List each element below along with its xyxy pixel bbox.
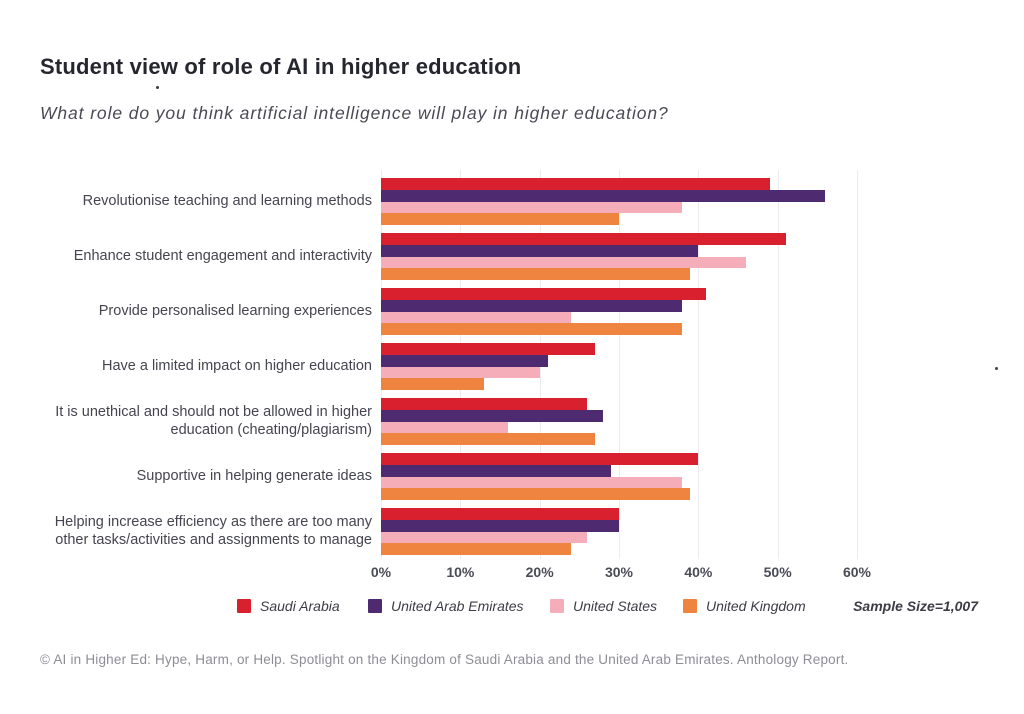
category-label: Helping increase efficiency as there are…: [54, 514, 372, 548]
source-attribution: © AI in Higher Ed: Hype, Harm, or Help. …: [40, 652, 849, 667]
x-axis-tick-label: 10%: [446, 564, 475, 580]
bar-united-states: [381, 201, 683, 214]
bar-united-arab-emirates: [381, 354, 548, 367]
bar-saudi-arabia: [381, 398, 588, 410]
plot-area: [381, 170, 858, 559]
legend-label: United Arab Emirates: [391, 598, 524, 614]
bar-united-states: [381, 256, 746, 269]
bar-united-kingdom: [381, 543, 572, 555]
stray-dot-under-title: [156, 86, 159, 89]
gridline-30%: [619, 170, 620, 559]
bar-group-7: [381, 508, 857, 555]
bar-united-states: [381, 366, 540, 379]
legend-swatch-united-arab-emirates: [368, 599, 382, 613]
bar-united-arab-emirates: [381, 299, 683, 312]
legend-label: United States: [573, 598, 658, 614]
bar-united-states: [381, 421, 508, 434]
bar-group-1: [381, 178, 857, 225]
x-axis-tick-label: 0%: [370, 564, 392, 580]
category-label: Provide personalised learning experience…: [98, 302, 372, 319]
bar-united-arab-emirates: [381, 409, 604, 422]
category-label: It is unethical and should not be allowe…: [55, 404, 372, 438]
bar-united-arab-emirates: [381, 244, 699, 257]
gridline-40%: [698, 170, 700, 559]
legend-item-united-states: United States: [550, 598, 657, 614]
x-axis-tick-label: 30%: [604, 564, 634, 580]
legend-label: United Kingdom: [706, 598, 806, 614]
survey-question-subtitle: What role do you think artificial intell…: [40, 103, 669, 123]
bar-united-arab-emirates: [381, 464, 612, 477]
bar-saudi-arabia: [381, 288, 707, 300]
bar-united-arab-emirates: [381, 189, 826, 202]
sample-size-label: Sample Size=1,007: [853, 598, 978, 614]
bar-united-states: [381, 531, 588, 544]
bar-united-kingdom: [381, 433, 596, 445]
legend-item-united-arab-emirates: United Arab Emirates: [368, 598, 524, 614]
legend-swatch-saudi-arabia: [237, 599, 251, 613]
bar-group-6: [381, 453, 857, 500]
bar-saudi-arabia: [381, 233, 786, 245]
x-axis-tick-label: 60%: [842, 564, 872, 580]
bar-united-arab-emirates: [381, 519, 619, 532]
bar-saudi-arabia: [381, 453, 699, 465]
bar-united-kingdom: [381, 213, 619, 225]
bar-saudi-arabia: [381, 508, 619, 520]
category-label: Revolutionise teaching and learning meth…: [82, 192, 372, 209]
chart-legend: Sample Size=1,007 Saudi Arabia United Ara…: [0, 598, 1024, 618]
bar-group-4: [381, 343, 857, 390]
legend-swatch-united-states: [550, 599, 564, 613]
bar-united-kingdom: [381, 378, 485, 390]
x-axis: 0% 10% 20% 30% 40% 50% 60%: [371, 564, 871, 582]
stray-dot-right: [995, 367, 998, 370]
bar-group-2: [381, 233, 857, 280]
bar-group-3: [381, 288, 857, 335]
category-label: Have a limited impact on higher educatio…: [101, 357, 372, 374]
x-axis-tick-label: 40%: [684, 564, 713, 580]
gridline-60%: [857, 170, 858, 559]
bar-united-kingdom: [381, 488, 691, 500]
legend-item-saudi-arabia: Saudi Arabia: [237, 598, 340, 614]
bar-group-5: [381, 398, 857, 445]
bar-saudi-arabia: [381, 343, 596, 355]
legend-label: Saudi Arabia: [260, 598, 340, 614]
bar-united-kingdom: [381, 268, 691, 280]
gridline-50%: [777, 170, 779, 559]
legend-item-united-kingdom: United Kingdom: [683, 598, 806, 614]
bar-saudi-arabia: [381, 178, 770, 190]
bar-united-states: [381, 311, 572, 324]
x-axis-tick-label: 50%: [763, 564, 792, 580]
category-label: Enhance student engagement and interacti…: [73, 247, 372, 264]
x-axis-tick-label: 20%: [525, 564, 554, 580]
bar-united-states: [381, 476, 683, 489]
bar-united-kingdom: [381, 323, 683, 335]
page-title: Student view of role of AI in higher edu…: [40, 54, 522, 79]
category-label: Supportive in helping generate ideas: [136, 467, 372, 484]
legend-swatch-united-kingdom: [683, 599, 697, 613]
